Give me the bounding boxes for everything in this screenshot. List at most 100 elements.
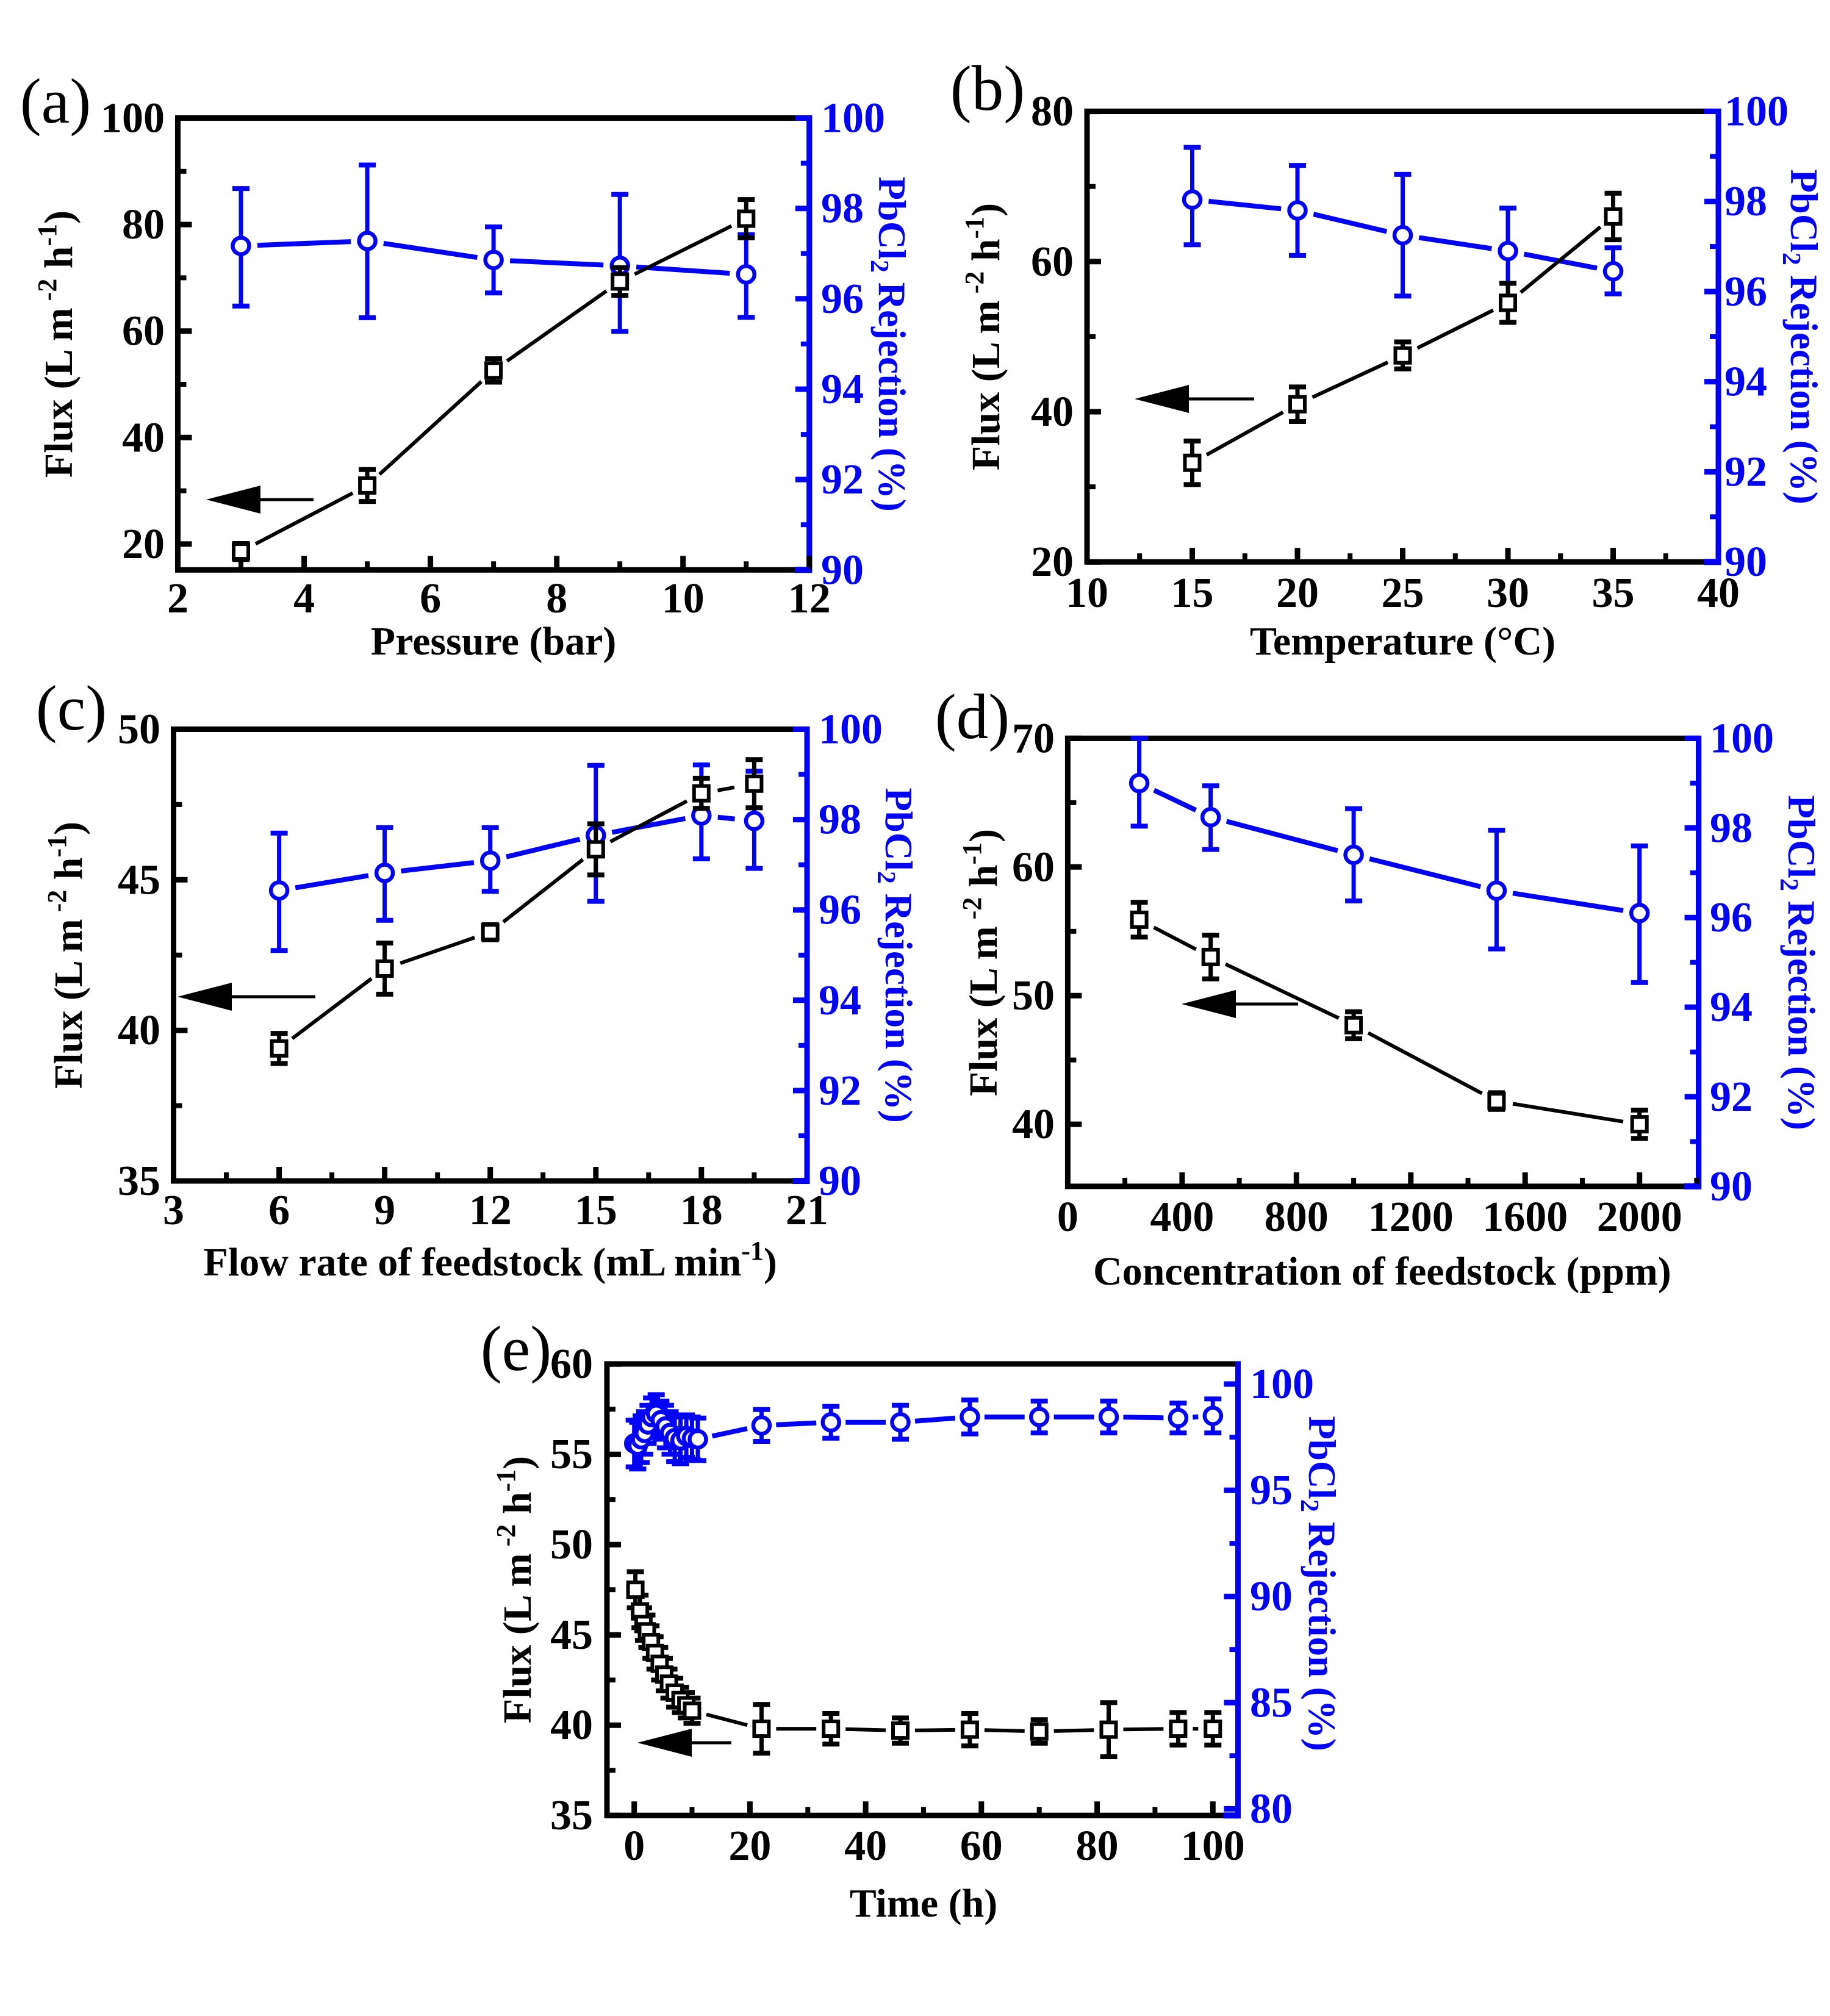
svg-text:8: 8: [546, 575, 567, 622]
svg-text:12: 12: [469, 1187, 512, 1234]
svg-text:40: 40: [550, 1702, 593, 1749]
svg-text:2: 2: [167, 575, 188, 622]
svg-text:60: 60: [960, 1823, 1003, 1870]
svg-text:800: 800: [1265, 1194, 1329, 1241]
svg-text:98: 98: [1710, 805, 1753, 852]
svg-text:0: 0: [1057, 1194, 1078, 1241]
svg-text:Time (h): Time (h): [850, 1881, 998, 1926]
svg-text:PbCl2 Rejection (%): PbCl2 Rejection (%): [865, 176, 913, 511]
svg-text:90: 90: [819, 1158, 861, 1205]
svg-text:94: 94: [821, 366, 864, 413]
svg-text:92: 92: [1710, 1074, 1753, 1121]
svg-text:400: 400: [1150, 1194, 1214, 1241]
svg-text:20: 20: [728, 1823, 771, 1870]
svg-text:15: 15: [575, 1187, 617, 1234]
svg-text:90: 90: [1250, 1573, 1293, 1620]
svg-text:Flux (L m -2 h-1): Flux (L m -2 h-1): [491, 1456, 540, 1723]
svg-text:45: 45: [118, 856, 160, 903]
svg-text:95: 95: [1250, 1467, 1293, 1514]
svg-text:92: 92: [821, 456, 864, 503]
svg-text:98: 98: [819, 797, 861, 844]
svg-text:PbCl2 Rejection (%): PbCl2 Rejection (%): [872, 787, 920, 1122]
svg-text:(b): (b): [950, 52, 1025, 124]
svg-text:60: 60: [1012, 844, 1055, 891]
svg-text:35: 35: [1592, 570, 1635, 617]
svg-text:(a): (a): [20, 65, 92, 137]
svg-text:40: 40: [1031, 389, 1074, 436]
svg-text:Flux (L m -2 h-1): Flux (L m -2 h-1): [42, 822, 91, 1089]
svg-text:92: 92: [819, 1067, 861, 1114]
svg-text:96: 96: [819, 887, 861, 934]
svg-text:35: 35: [118, 1158, 160, 1205]
svg-text:20: 20: [1031, 539, 1074, 586]
svg-text:94: 94: [1710, 984, 1753, 1031]
svg-text:100: 100: [1181, 1823, 1245, 1870]
svg-text:PbCl2 Rejection (%): PbCl2 Rejection (%): [1295, 1416, 1343, 1751]
svg-text:(e): (e): [481, 1313, 552, 1384]
svg-text:100: 100: [821, 95, 885, 142]
svg-text:98: 98: [1724, 178, 1767, 225]
svg-text:PbCl2 Rejection (%): PbCl2 Rejection (%): [1777, 169, 1825, 504]
svg-text:60: 60: [550, 1341, 593, 1388]
svg-text:40: 40: [1697, 570, 1740, 617]
svg-text:1600: 1600: [1482, 1194, 1568, 1241]
svg-text:85: 85: [1250, 1679, 1293, 1726]
svg-text:Temperature (°C): Temperature (°C): [1250, 619, 1556, 664]
svg-text:70: 70: [1012, 715, 1055, 762]
svg-text:90: 90: [1724, 539, 1767, 586]
svg-text:Flux (L m -2 h-1): Flux (L m -2 h-1): [960, 203, 1008, 470]
svg-text:96: 96: [1710, 894, 1753, 941]
svg-text:Flux (L m -2 h-1): Flux (L m -2 h-1): [957, 829, 1006, 1096]
svg-text:92: 92: [1724, 449, 1767, 496]
svg-text:94: 94: [819, 977, 861, 1024]
svg-text:30: 30: [1487, 570, 1529, 617]
svg-text:80: 80: [1250, 1785, 1293, 1832]
svg-text:15: 15: [1171, 570, 1214, 617]
svg-text:50: 50: [1012, 972, 1055, 1019]
svg-text:80: 80: [1031, 88, 1074, 135]
svg-text:45: 45: [550, 1612, 593, 1659]
svg-text:96: 96: [1724, 268, 1767, 315]
svg-text:100: 100: [1724, 88, 1789, 135]
svg-text:20: 20: [122, 521, 165, 568]
svg-text:100: 100: [1250, 1361, 1314, 1408]
svg-text:40: 40: [118, 1007, 160, 1054]
svg-text:Pressure (bar): Pressure (bar): [371, 619, 617, 664]
svg-text:98: 98: [821, 185, 864, 232]
svg-text:80: 80: [1076, 1823, 1119, 1870]
svg-text:40: 40: [122, 414, 165, 461]
svg-text:6: 6: [420, 575, 441, 622]
svg-text:(d): (d): [935, 681, 1010, 752]
svg-text:96: 96: [821, 276, 864, 323]
svg-text:10: 10: [662, 575, 705, 622]
svg-text:100: 100: [101, 95, 165, 142]
svg-text:3: 3: [163, 1187, 184, 1234]
svg-text:100: 100: [819, 706, 883, 753]
svg-text:21: 21: [786, 1187, 828, 1234]
svg-text:2000: 2000: [1597, 1194, 1682, 1241]
svg-text:90: 90: [1710, 1163, 1753, 1210]
svg-text:4: 4: [293, 575, 315, 622]
svg-text:10: 10: [1066, 570, 1108, 617]
svg-text:55: 55: [550, 1431, 593, 1478]
svg-text:94: 94: [1724, 359, 1767, 406]
svg-text:6: 6: [268, 1187, 290, 1234]
svg-text:50: 50: [118, 706, 160, 753]
svg-text:60: 60: [122, 308, 165, 355]
svg-text:100: 100: [1710, 715, 1774, 762]
svg-text:80: 80: [122, 201, 165, 248]
svg-text:Flux (L m -2 h-1): Flux (L m -2 h-1): [32, 210, 81, 478]
svg-text:Flow rate of feedstock (mL min: Flow rate of feedstock (mL min-1): [204, 1236, 777, 1285]
svg-text:50: 50: [550, 1521, 593, 1568]
svg-text:PbCl2 Rejection (%): PbCl2 Rejection (%): [1774, 795, 1823, 1130]
svg-text:12: 12: [788, 575, 831, 622]
svg-text:0: 0: [623, 1823, 645, 1870]
svg-text:35: 35: [550, 1792, 593, 1839]
svg-text:20: 20: [1276, 570, 1319, 617]
svg-text:25: 25: [1382, 570, 1424, 617]
svg-text:18: 18: [680, 1187, 723, 1234]
svg-text:60: 60: [1031, 239, 1074, 285]
svg-text:1200: 1200: [1368, 1194, 1454, 1241]
svg-text:Concentration of feedstock (pp: Concentration of feedstock (ppm): [1093, 1249, 1671, 1294]
svg-text:90: 90: [821, 547, 864, 594]
